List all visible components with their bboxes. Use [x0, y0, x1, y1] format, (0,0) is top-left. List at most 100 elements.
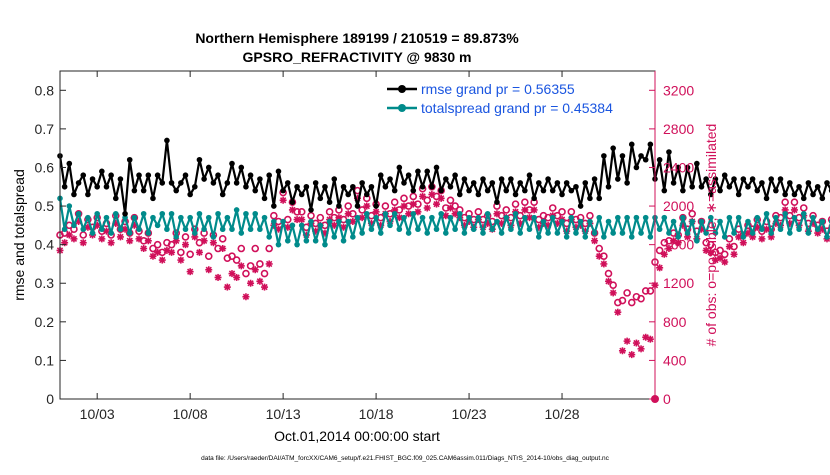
rmse-point — [801, 196, 807, 202]
y-axis-right-label: # of obs: o=possible; ∗=assimilated — [703, 124, 719, 347]
spread-point — [643, 215, 649, 221]
spread-point — [638, 230, 644, 236]
obs-assimilated-point — [210, 239, 217, 246]
rmse-point — [290, 199, 296, 205]
legend-spread-swatch-marker — [398, 104, 406, 112]
obs-assimilated-point — [447, 204, 454, 211]
rmse-point — [304, 184, 310, 190]
spread-point — [327, 219, 333, 225]
rmse-point — [132, 188, 138, 194]
obs-assimilated-point — [619, 347, 626, 354]
spread-point — [750, 230, 756, 236]
obs-assimilated-point — [373, 208, 380, 215]
spread-point — [773, 215, 779, 221]
rmse-point — [457, 192, 463, 198]
rmse-point — [397, 165, 403, 171]
rmse-point — [531, 196, 537, 202]
obs-assimilated-point — [419, 193, 426, 200]
y-left-tick-label: 0.2 — [35, 314, 55, 330]
obs-assimilated-point — [600, 260, 607, 267]
spread-point — [741, 234, 747, 240]
rmse-point — [722, 172, 728, 178]
obs-assimilated-point — [289, 206, 296, 213]
spread-point — [234, 207, 240, 213]
rmse-point — [555, 180, 561, 186]
spread-point — [787, 230, 793, 236]
y-left-tick-label: 0.3 — [35, 275, 55, 291]
zero-obs-marker — [651, 395, 659, 403]
spread-point — [429, 215, 435, 221]
y-right-tick-label: 2000 — [663, 198, 694, 214]
spread-point — [666, 230, 672, 236]
y-right-tick-label: 1600 — [663, 237, 694, 253]
rmse-point — [187, 192, 193, 198]
spread-point — [806, 230, 812, 236]
rmse-point — [359, 180, 365, 186]
rmse-point — [768, 176, 774, 182]
obs-assimilated-point — [624, 338, 631, 345]
spread-point — [513, 211, 519, 217]
obs-assimilated-point — [596, 253, 603, 260]
y-left-tick-label: 0.5 — [35, 198, 55, 214]
spread-point — [778, 226, 784, 232]
spread-point — [262, 215, 268, 221]
rmse-point — [782, 192, 788, 198]
obs-assimilated-point — [70, 235, 77, 242]
rmse-point — [773, 188, 779, 194]
rmse-point — [104, 184, 110, 190]
rmse-point — [99, 169, 105, 175]
spread-point — [722, 234, 728, 240]
spread-point — [443, 230, 449, 236]
spread-point — [355, 215, 361, 221]
obs-assimilated-point — [345, 210, 352, 217]
rmse-point — [745, 184, 751, 190]
spread-point — [596, 215, 602, 221]
spread-point — [364, 211, 370, 217]
spread-point — [257, 226, 263, 232]
spread-point — [94, 211, 100, 217]
obs-assimilated-point — [140, 245, 147, 252]
spread-point — [211, 234, 217, 240]
y-right-tick-label: 1200 — [663, 275, 694, 291]
rmse-point — [429, 184, 435, 190]
spread-point — [345, 219, 351, 225]
spread-point — [462, 230, 468, 236]
obs-assimilated-point — [196, 249, 203, 256]
rmse-point — [355, 203, 361, 209]
obs-assimilated-point — [647, 336, 654, 343]
rmse-point — [508, 176, 514, 182]
spread-point — [173, 234, 179, 240]
rmse-point — [257, 176, 263, 182]
spread-point — [685, 230, 691, 236]
spread-point — [169, 211, 175, 217]
obs-assimilated-point — [224, 284, 231, 291]
rmse-point — [345, 192, 351, 198]
spread-point — [201, 226, 207, 232]
spread-point — [661, 215, 667, 221]
spread-point — [215, 211, 221, 217]
rmse-point — [238, 165, 244, 171]
rmse-point — [694, 161, 700, 167]
rmse-point — [485, 188, 491, 194]
rmse-point — [280, 188, 286, 194]
rmse-point — [341, 184, 347, 190]
rmse-point — [378, 172, 384, 178]
x-tick-label: 10/28 — [545, 406, 580, 422]
rmse-point — [587, 196, 593, 202]
obs-assimilated-point — [726, 243, 733, 250]
spread-point — [62, 226, 68, 232]
obs-possible-point — [801, 205, 807, 211]
rmse-point — [480, 176, 486, 182]
rmse-point — [610, 145, 616, 151]
spread-point — [768, 230, 774, 236]
rmse-point — [471, 180, 477, 186]
spread-point — [99, 226, 105, 232]
obs-assimilated-point — [80, 239, 87, 246]
rmse-point — [764, 196, 770, 202]
rmse-point — [443, 176, 449, 182]
spread-point — [104, 215, 110, 221]
rmse-point — [643, 157, 649, 163]
rmse-point — [820, 196, 826, 202]
rmse-point — [308, 207, 314, 213]
